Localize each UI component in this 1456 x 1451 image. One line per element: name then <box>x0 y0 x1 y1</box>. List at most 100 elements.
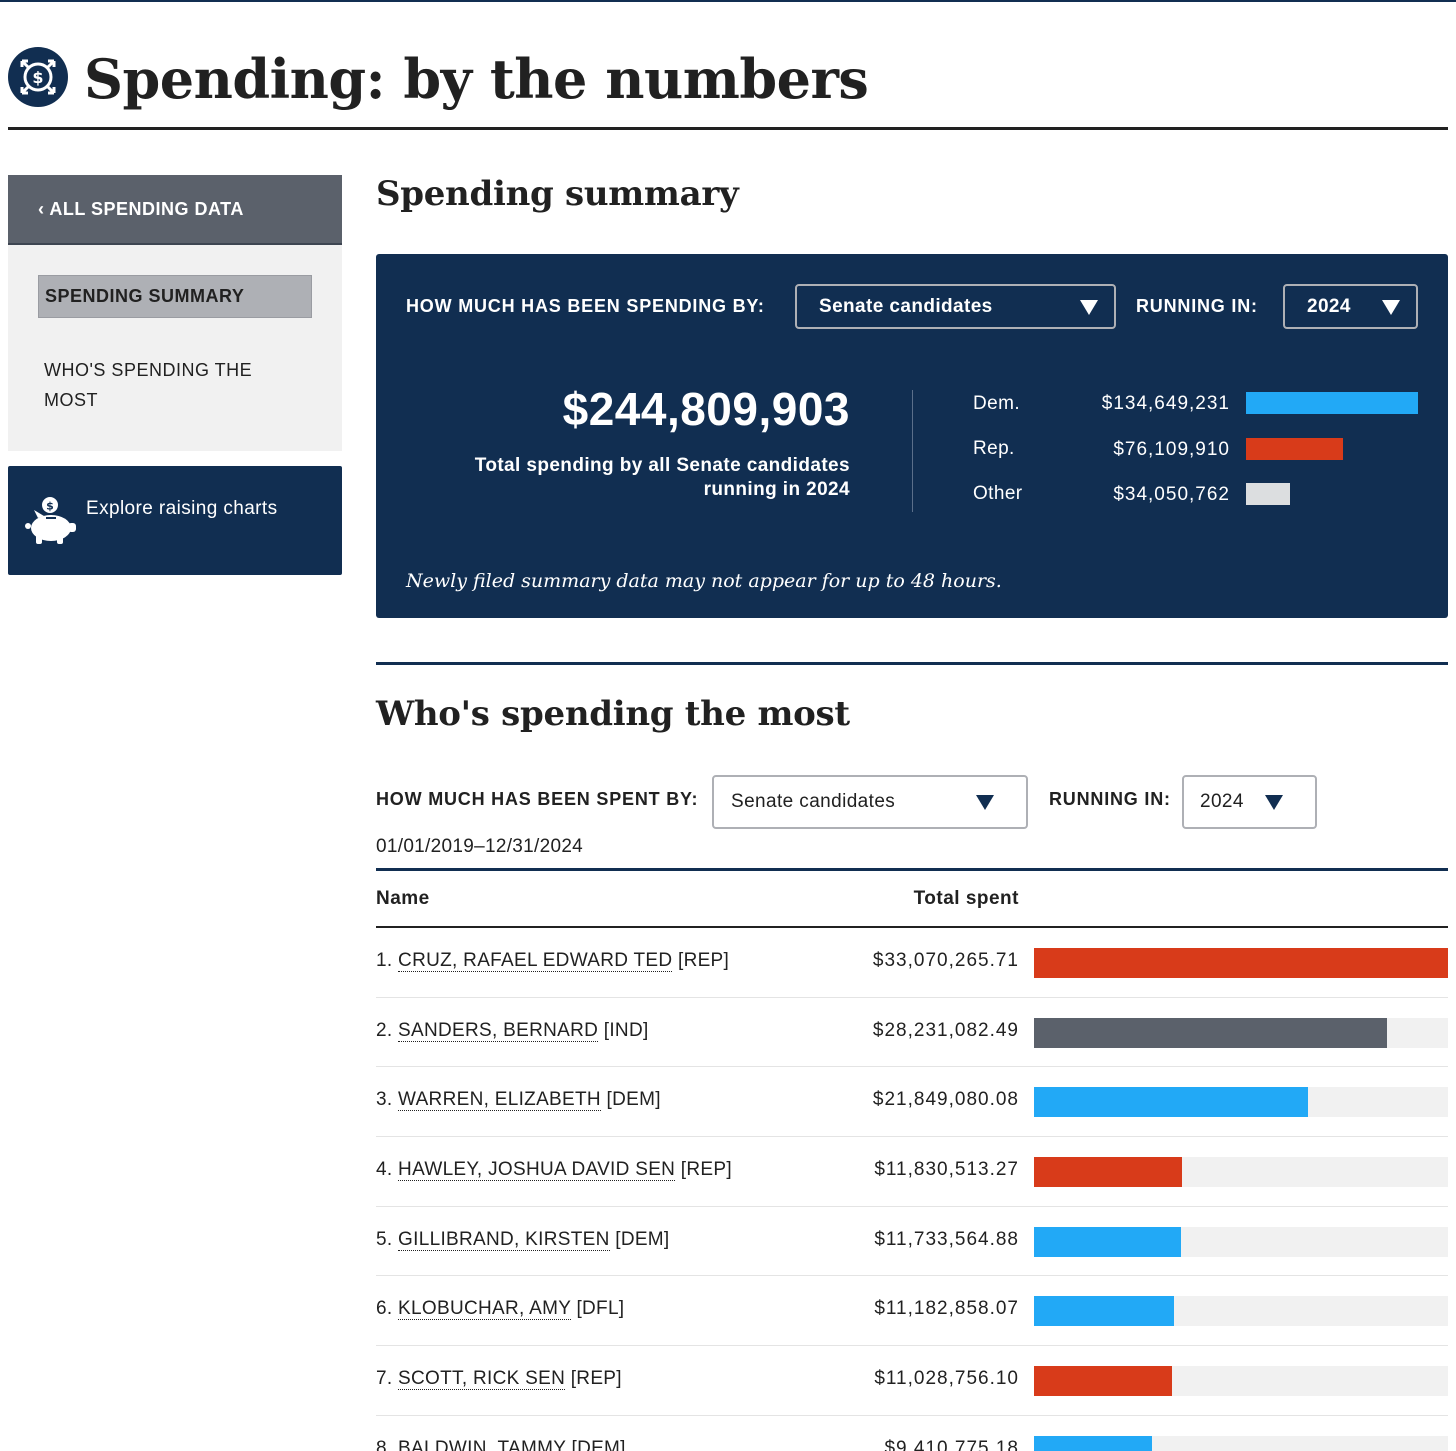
sidebar-nav: SPENDING SUMMARY WHO'S SPENDING THE MOST <box>8 245 342 451</box>
candidate-name-link[interactable]: SANDERS, BERNARD <box>398 1019 599 1042</box>
running-in-select[interactable]: 2024 <box>1283 284 1418 329</box>
svg-text:$: $ <box>46 500 54 513</box>
spending-bar <box>1034 1296 1174 1327</box>
spending-bar-track <box>1034 1087 1448 1118</box>
total-spent-value: $9,410,775.18 <box>884 1437 1019 1451</box>
party-name: Other <box>973 483 1023 504</box>
spending-bar <box>1034 1366 1172 1397</box>
candidate-cell: 6. KLOBUCHAR, AMY [DFL] <box>376 1298 624 1321</box>
spending-by-label: HOW MUCH HAS BEEN SPENDING BY: <box>406 296 765 316</box>
chevron-down-icon <box>976 795 994 810</box>
candidate-name-link[interactable]: GILLIBRAND, KIRSTEN <box>398 1228 610 1251</box>
total-spent-value: $33,070,265.71 <box>872 950 1019 971</box>
candidate-cell: 2. SANDERS, BERNARD [IND] <box>376 1019 649 1042</box>
top-accent-line <box>0 0 1456 2</box>
section-divider <box>376 662 1448 665</box>
spending-bar <box>1034 1435 1152 1451</box>
candidate-cell: 5. GILLIBRAND, KIRSTEN [DEM] <box>376 1228 670 1251</box>
spending-bar-track <box>1034 1366 1448 1397</box>
spending-logo-icon: $ <box>8 47 68 107</box>
sidebar-item-whos-spending-the-most[interactable]: WHO'S SPENDING THE MOST <box>44 360 253 410</box>
date-range: 01/01/2019–12/31/2024 <box>376 836 584 857</box>
candidate-rank: 5. <box>376 1228 393 1250</box>
candidate-cell: 8. BALDWIN, TAMMY [DEM] <box>376 1437 626 1451</box>
party-bar <box>1246 392 1418 414</box>
candidate-rank: 3. <box>376 1089 393 1111</box>
chevron-down-icon <box>1382 300 1400 315</box>
party-amount: $34,050,762 <box>1113 484 1230 505</box>
table-body: 1. CRUZ, RAFAEL EDWARD TED [REP] $33,070,… <box>376 928 1448 1451</box>
candidate-name-link[interactable]: HAWLEY, JOSHUA DAVID SEN <box>398 1159 676 1182</box>
svg-text:$: $ <box>32 68 43 87</box>
candidate-rank: 7. <box>376 1368 393 1390</box>
spending-bar <box>1034 948 1448 978</box>
total-spent-value: $11,028,756.10 <box>874 1368 1019 1390</box>
candidate-rank: 8. <box>376 1437 393 1451</box>
candidate-cell: 7. SCOTT, RICK SEN [REP] <box>376 1368 622 1391</box>
chevron-down-icon <box>1080 300 1098 315</box>
candidate-name-link[interactable]: KLOBUCHAR, AMY <box>398 1298 571 1321</box>
spending-bar <box>1034 1087 1308 1118</box>
candidate-party: [REP] <box>677 950 730 971</box>
running-in-label: RUNNING IN: <box>1136 296 1258 316</box>
total-spent-value: $21,849,080.08 <box>872 1089 1019 1111</box>
candidate-rank: 4. <box>376 1159 393 1181</box>
total-spent-value: $11,182,858.07 <box>874 1298 1019 1320</box>
candidate-rank: 6. <box>376 1298 393 1320</box>
candidate-party: [DEM] <box>606 1089 661 1111</box>
table-row: 4. HAWLEY, JOSHUA DAVID SEN [REP] $11,830… <box>376 1137 1448 1207</box>
spent-by-label: HOW MUCH HAS BEEN SPENT BY: <box>376 789 699 809</box>
candidate-rank: 2. <box>376 1019 393 1041</box>
candidate-party: [DEM] <box>615 1228 670 1250</box>
running-in-label-2: RUNNING IN: <box>1049 789 1171 809</box>
candidate-name-link[interactable]: SCOTT, RICK SEN <box>398 1368 566 1391</box>
spending-by-select[interactable]: Senate candidates <box>795 284 1116 329</box>
sidebar-item-spending-summary[interactable]: SPENDING SUMMARY <box>38 275 312 318</box>
party-name: Dem. <box>973 393 1020 414</box>
spending-summary-heading: Spending summary <box>376 174 739 214</box>
whos-spending-heading: Who's spending the most <box>376 694 850 734</box>
spending-bar <box>1034 1226 1181 1257</box>
spending-bar <box>1034 1017 1387 1048</box>
page-title: Spending: by the numbers <box>84 47 869 111</box>
running-in-select-2-value: 2024 <box>1200 791 1244 812</box>
party-amount: $76,109,910 <box>1113 439 1230 460</box>
table-row: 1. CRUZ, RAFAEL EDWARD TED [REP] $33,070,… <box>376 928 1448 998</box>
column-name[interactable]: Name <box>376 888 430 909</box>
candidate-name-link[interactable]: WARREN, ELIZABETH <box>398 1089 601 1112</box>
spending-table: Name Total spent 1. CRUZ, RAFAEL EDWARD … <box>376 868 1448 1451</box>
explore-raising-charts-label: Explore raising charts <box>86 498 278 519</box>
party-name: Rep. <box>973 438 1015 459</box>
candidate-name-link[interactable]: CRUZ, RAFAEL EDWARD TED <box>398 950 673 972</box>
table-header: Name Total spent <box>376 871 1448 928</box>
spending-bar-track <box>1034 1435 1448 1451</box>
spending-by-select-value: Senate candidates <box>819 296 993 317</box>
total-spending-value: $244,809,903 <box>562 383 850 435</box>
table-row: 5. GILLIBRAND, KIRSTEN [DEM] $11,733,564.… <box>376 1207 1448 1277</box>
explore-raising-charts-button[interactable]: $ Explore raising charts <box>8 466 342 575</box>
spending-bar-track <box>1034 1296 1448 1327</box>
candidate-party: [IND] <box>603 1019 649 1041</box>
spending-summary-panel: HOW MUCH HAS BEEN SPENDING BY: Senate ca… <box>376 254 1448 618</box>
total-spent-value: $11,830,513.27 <box>874 1159 1019 1181</box>
all-spending-data-link[interactable]: ‹ ALL SPENDING DATA <box>8 175 342 245</box>
summary-data-note: Newly filed summary data may not appear … <box>406 570 1002 592</box>
spending-bar <box>1034 1157 1182 1188</box>
candidate-name-link[interactable]: BALDWIN, TAMMY <box>398 1437 566 1451</box>
spent-by-select[interactable]: Senate candidates <box>712 775 1028 829</box>
chevron-down-icon <box>1265 795 1283 810</box>
candidate-party: [REP] <box>570 1368 622 1390</box>
candidate-rank: 1. <box>376 950 393 971</box>
running-in-select-2[interactable]: 2024 <box>1182 775 1317 829</box>
spending-bar-track <box>1034 1017 1448 1048</box>
spending-bar-track <box>1034 948 1448 978</box>
spending-bar-track <box>1034 1157 1448 1188</box>
party-amount: $134,649,231 <box>1101 393 1230 414</box>
party-bar <box>1246 483 1290 505</box>
running-in-select-value: 2024 <box>1307 296 1351 317</box>
column-total-spent[interactable]: Total spent <box>913 888 1019 909</box>
candidate-cell: 1. CRUZ, RAFAEL EDWARD TED [REP] <box>376 950 729 972</box>
total-spent-value: $11,733,564.88 <box>874 1228 1019 1250</box>
total-spending-caption: Total spending by all Senate candidates … <box>474 455 850 500</box>
piggy-bank-icon: $ <box>25 497 76 544</box>
